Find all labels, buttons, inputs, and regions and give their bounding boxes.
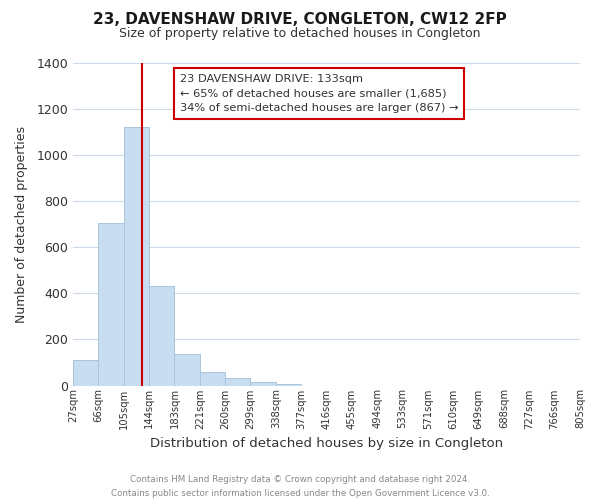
Text: 23, DAVENSHAW DRIVE, CONGLETON, CW12 2FP: 23, DAVENSHAW DRIVE, CONGLETON, CW12 2FP [93, 12, 507, 28]
Bar [276, 384, 301, 386]
Text: 23 DAVENSHAW DRIVE: 133sqm
← 65% of detached houses are smaller (1,685)
34% of s: 23 DAVENSHAW DRIVE: 133sqm ← 65% of deta… [179, 74, 458, 114]
Bar [73, 360, 98, 386]
Bar [175, 354, 200, 386]
Text: Contains HM Land Registry data © Crown copyright and database right 2024.
Contai: Contains HM Land Registry data © Crown c… [110, 476, 490, 498]
X-axis label: Distribution of detached houses by size in Congleton: Distribution of detached houses by size … [150, 437, 503, 450]
Bar [225, 378, 250, 386]
Y-axis label: Number of detached properties: Number of detached properties [15, 126, 28, 322]
Text: Size of property relative to detached houses in Congleton: Size of property relative to detached ho… [119, 28, 481, 40]
Bar [149, 286, 175, 386]
Bar [124, 127, 149, 386]
Bar [98, 223, 124, 386]
Bar [250, 382, 276, 386]
Bar [200, 372, 225, 386]
